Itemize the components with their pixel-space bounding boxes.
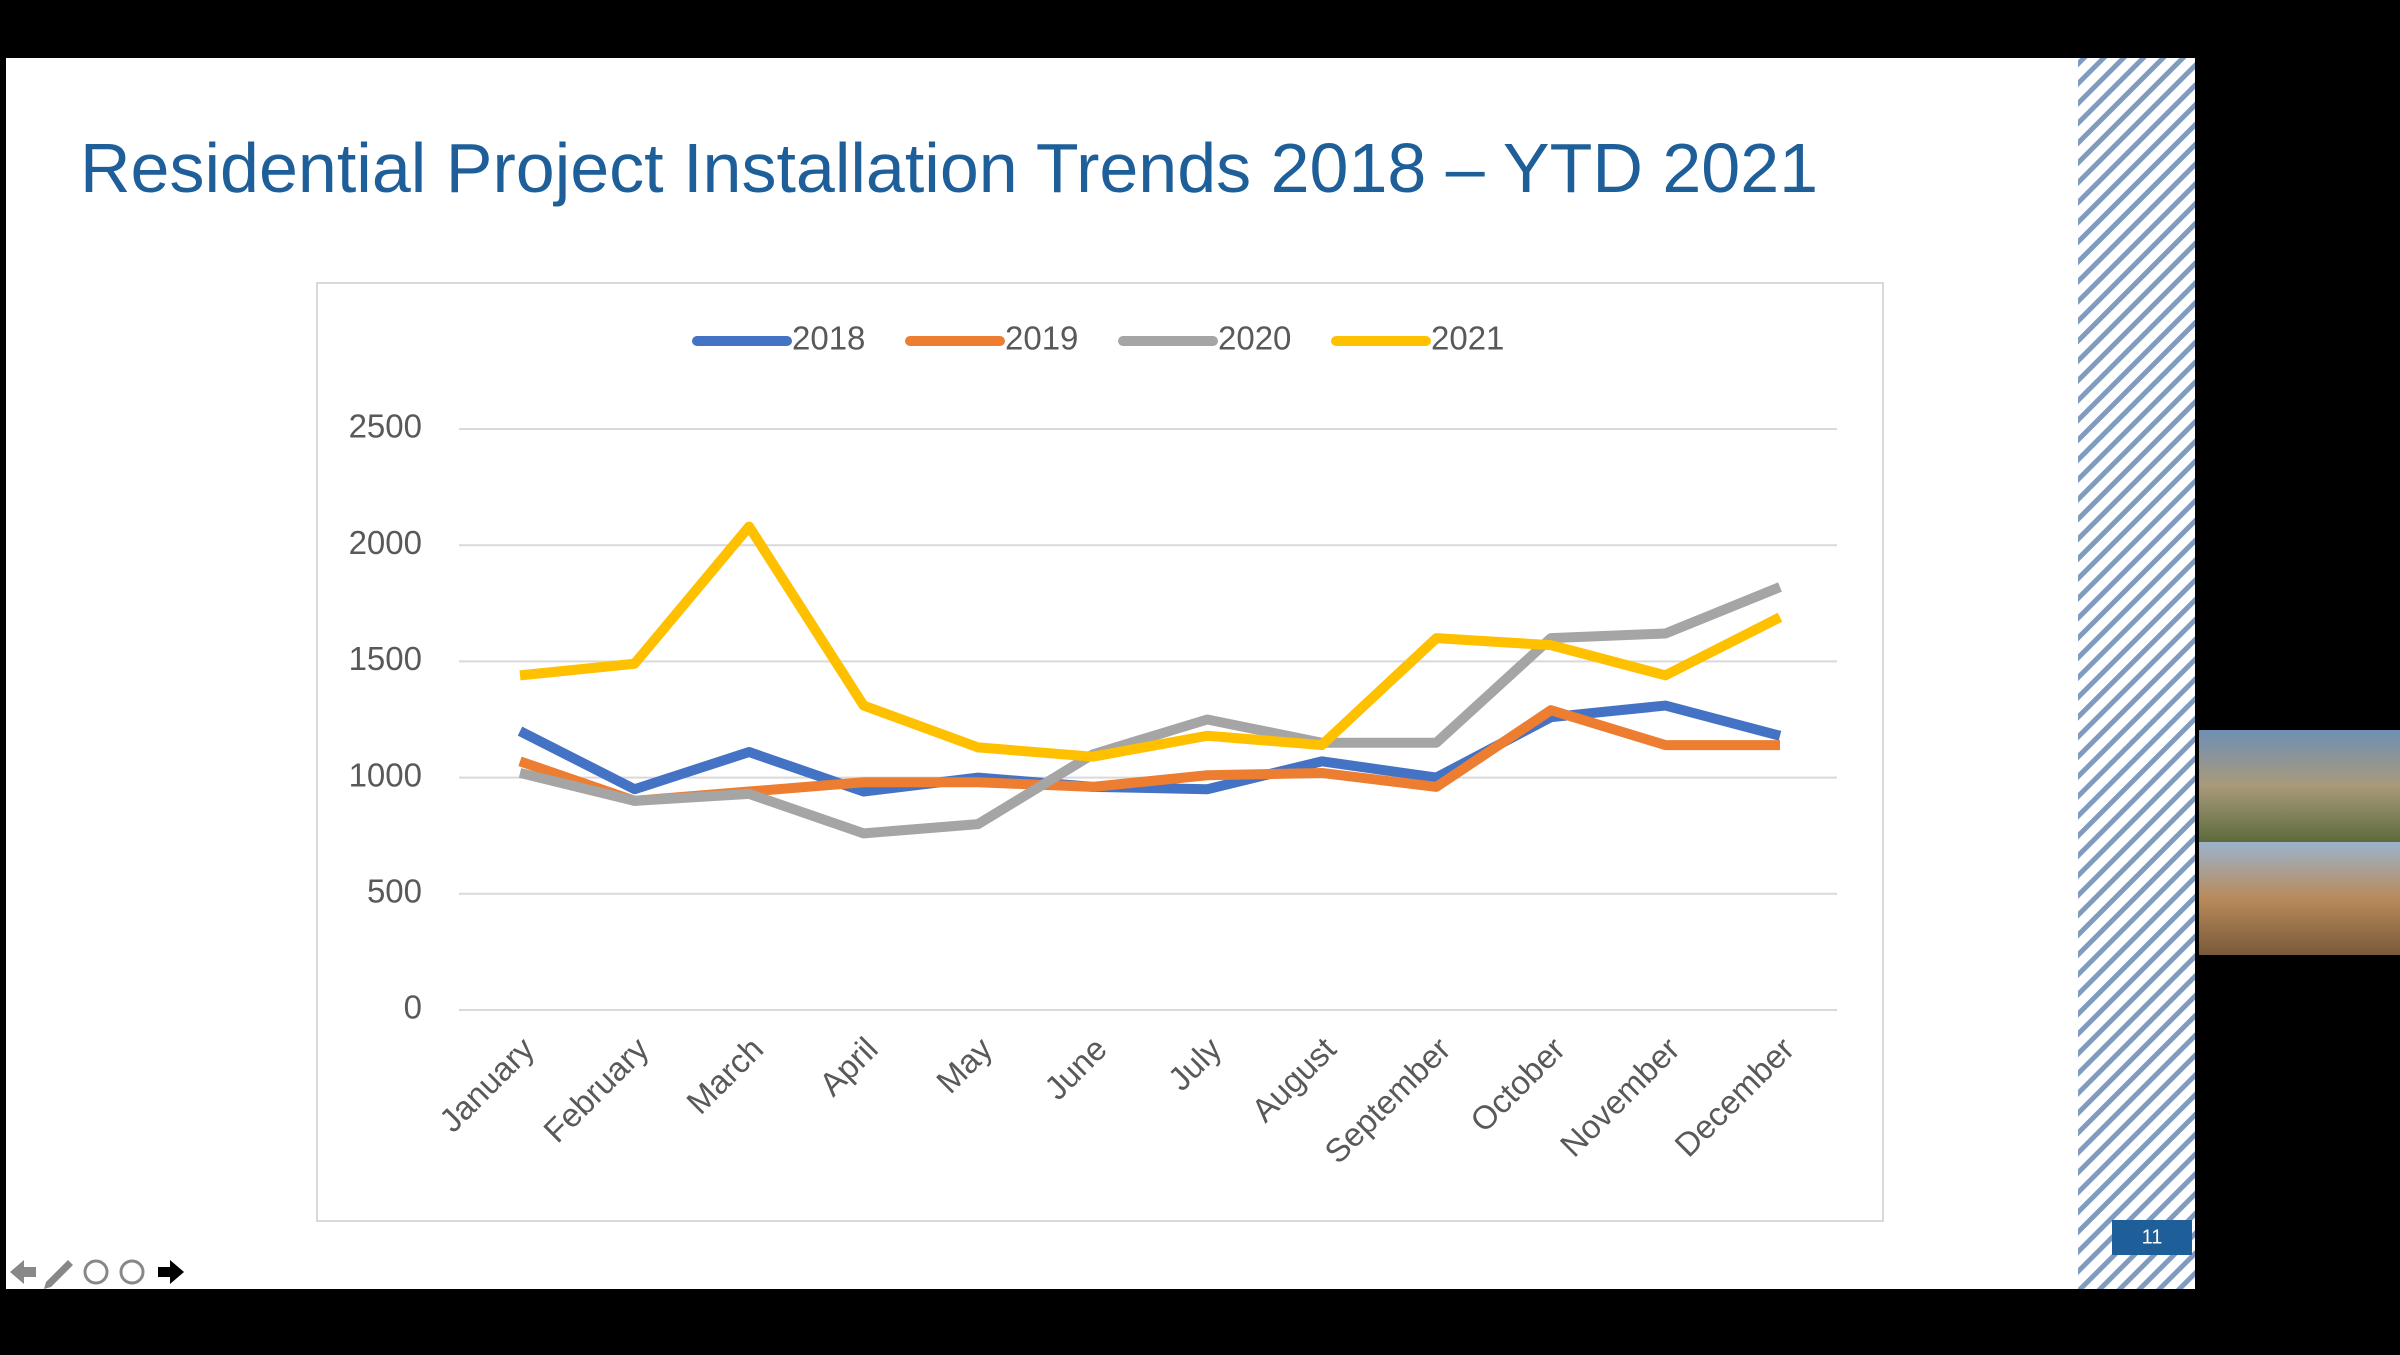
slide-title: Residential Project Installation Trends … xyxy=(80,129,1818,207)
video-tile[interactable] xyxy=(2199,730,2400,842)
video-tile[interactable] xyxy=(2199,842,2400,955)
series-line xyxy=(519,521,1783,762)
y-tick-label: 1000 xyxy=(349,756,422,793)
series-line xyxy=(518,582,1782,839)
y-tick-label: 2000 xyxy=(349,524,422,561)
legend-label: 2021 xyxy=(1431,320,1504,357)
y-tick-label: 1500 xyxy=(349,640,422,677)
next-button[interactable] xyxy=(158,1260,184,1284)
page-number-box xyxy=(2112,1220,2192,1255)
legend-label: 2019 xyxy=(1005,320,1078,357)
legend-label: 2020 xyxy=(1218,320,1291,357)
slide-stripe xyxy=(2078,58,2195,1289)
y-tick-label: 0 xyxy=(404,989,422,1026)
zoom-button[interactable] xyxy=(83,1259,109,1285)
legend-label: 2018 xyxy=(792,320,865,357)
prev-button[interactable] xyxy=(10,1260,36,1284)
y-tick-label: 2500 xyxy=(349,408,422,445)
y-tick-label: 500 xyxy=(367,873,422,910)
slide-navigation xyxy=(10,1259,184,1289)
pen-button[interactable] xyxy=(44,1260,73,1289)
more-button[interactable] xyxy=(119,1259,145,1285)
page-number: 11 xyxy=(2142,1226,2163,1248)
